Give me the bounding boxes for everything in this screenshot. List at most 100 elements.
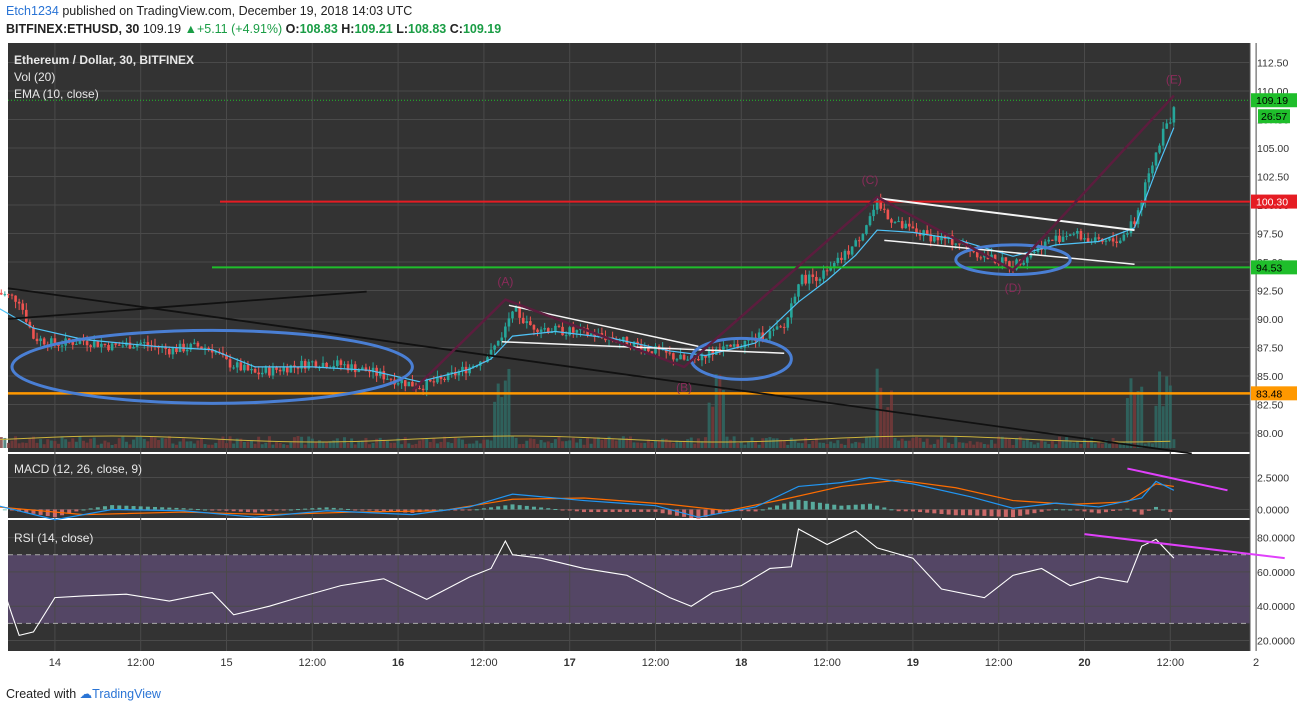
volume-bar <box>693 443 697 448</box>
volume-bar <box>850 443 854 448</box>
candle-body <box>32 327 35 339</box>
volume-bar <box>353 444 357 448</box>
macd-hist-bar <box>153 506 157 510</box>
volume-bar <box>511 436 514 448</box>
candle-body <box>268 367 271 376</box>
tradingview-brand[interactable]: TradingView <box>92 687 161 701</box>
volume-bar <box>174 444 178 448</box>
x-tick-label: 15 <box>220 657 232 669</box>
candle-body <box>321 362 325 368</box>
candle-body <box>468 367 471 374</box>
volume-bar <box>92 437 96 448</box>
volume-bar <box>600 439 604 448</box>
volume-bar <box>507 368 511 448</box>
macd-hist-bar <box>52 509 57 518</box>
macd-hist-bar <box>253 509 258 513</box>
volume-bar <box>1168 385 1172 448</box>
wave-label: (B) <box>676 380 692 394</box>
candle-body <box>836 257 840 263</box>
volume-bar <box>1079 443 1083 448</box>
rsi-title: RSI (14, close) <box>14 531 93 545</box>
candle-body <box>332 365 336 368</box>
open-label: O: <box>285 22 300 36</box>
volume-bar <box>396 438 400 448</box>
volume-bar <box>171 443 175 448</box>
candle-body <box>78 340 82 344</box>
candle-body <box>958 243 961 245</box>
candle-body <box>214 351 218 353</box>
macd-hist-bar <box>1075 509 1080 511</box>
volume-bar <box>596 437 600 448</box>
x-tick-label: 12:00 <box>985 657 1013 669</box>
candle-body <box>471 366 475 368</box>
candle-body <box>71 341 75 345</box>
candle-body <box>854 240 857 247</box>
volume-bar <box>618 438 622 448</box>
candle-body <box>954 243 958 245</box>
macd-hist-bar <box>846 505 851 510</box>
volume-bar <box>650 442 654 448</box>
symbol-label: BITFINEX:ETHUSD, 30 <box>6 22 140 36</box>
volume-bar <box>189 441 193 448</box>
rsi-tick-label: 80.0000 <box>1257 533 1295 545</box>
candle-body <box>296 366 300 369</box>
volume-bar <box>203 444 207 448</box>
candle-body <box>525 321 529 324</box>
macd-hist-bar <box>582 509 586 513</box>
macd-hist-bar <box>853 504 858 510</box>
candle-body <box>371 367 375 373</box>
author-link[interactable]: Etch1234 <box>6 4 59 18</box>
volume-bar <box>536 443 540 448</box>
candle-body <box>643 347 647 352</box>
volume-bar <box>797 442 800 448</box>
candle-body <box>1143 182 1147 201</box>
macd-hist-bar <box>903 509 908 512</box>
volume-bar <box>403 437 407 448</box>
macd-hist-bar <box>474 509 479 511</box>
candle-body <box>311 361 314 363</box>
candle-body <box>589 333 593 335</box>
volume-bar <box>654 440 657 448</box>
candle-body <box>300 360 303 369</box>
candle-body <box>1086 238 1090 243</box>
candle-body <box>17 301 21 304</box>
volume-bar <box>914 437 918 448</box>
candle-body <box>1161 128 1165 146</box>
macd-hist-bar <box>1046 509 1051 511</box>
candle-body <box>911 226 915 229</box>
macd-hist-bar <box>825 503 830 510</box>
candle-body <box>1061 236 1065 242</box>
macd-hist-bar <box>303 508 308 510</box>
volume-bar <box>639 442 643 448</box>
volume-bar <box>1147 442 1151 448</box>
volume-bar <box>1029 441 1033 448</box>
candle-body <box>1033 252 1036 254</box>
candle-body <box>92 341 96 347</box>
volume-bar <box>482 439 486 448</box>
macd-hist-bar <box>910 509 915 512</box>
candle-body <box>386 378 389 380</box>
volume-bar <box>843 444 847 448</box>
candle-body <box>207 347 210 350</box>
candle-body <box>507 318 511 327</box>
candle-body <box>900 221 904 229</box>
candle-body <box>861 234 865 241</box>
macd-hist-bar <box>674 509 679 516</box>
volume-bar <box>1150 443 1154 448</box>
volume-bar <box>74 441 78 448</box>
volume-bar <box>103 440 107 448</box>
volume-bar <box>611 439 615 448</box>
candle-body <box>193 342 196 344</box>
volume-bar <box>67 441 71 448</box>
candle-body <box>539 329 543 332</box>
candle-body <box>879 200 883 209</box>
candle-body <box>100 343 103 347</box>
high-value: 109.21 <box>354 22 393 36</box>
candle-body <box>1140 200 1143 211</box>
open-value: 108.83 <box>299 22 338 36</box>
candle-body <box>890 219 893 223</box>
macd-hist-bar <box>346 508 351 510</box>
candle-body <box>232 367 235 369</box>
tradingview-logo-icon[interactable]: ☁ <box>79 687 93 701</box>
